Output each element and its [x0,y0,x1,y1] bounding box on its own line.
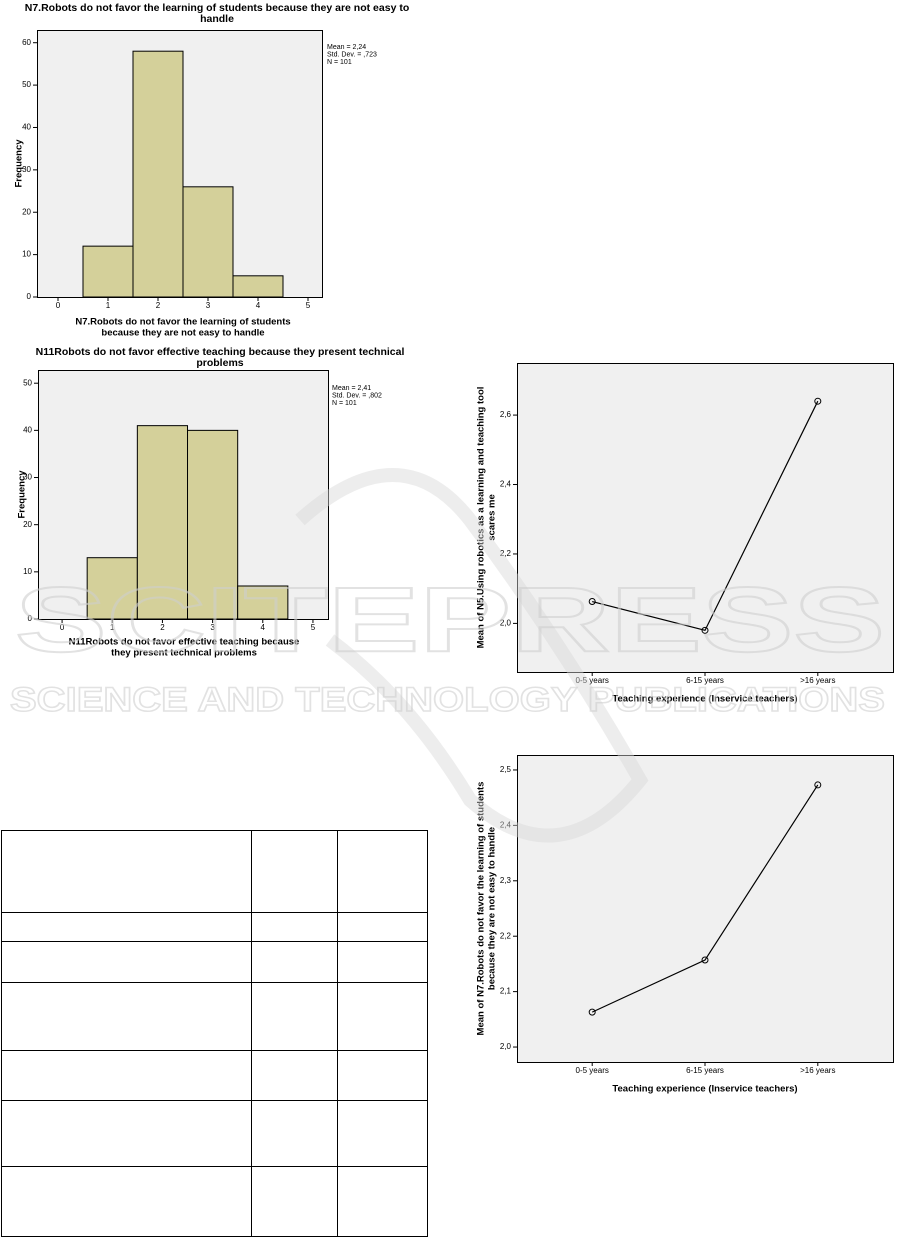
x-tick-label: 6-15 years [686,1066,724,1075]
stats-text: N = 101 [332,400,357,407]
x-tick-label: 3 [210,623,215,632]
x-axis-label: Teaching experience (Inservice teachers) [612,694,797,705]
marker [701,626,709,634]
x-axis-label: they present technical problems [111,648,257,659]
x-tick-label: 0 [60,623,65,632]
x-tick-label: 5 [311,623,316,632]
x-tick-label: 1 [110,623,115,632]
y-tick-label: 2,2 [500,549,512,558]
x-axis-label: Teaching experience (Inservice teachers) [612,1084,797,1095]
x-tick-label: 0-5 years [576,676,609,685]
y-tick-label: 0 [28,614,33,623]
y-tick-label: 20 [22,207,31,216]
empty-table [1,830,428,1237]
y-tick-label: 40 [23,425,32,434]
y-tick-label: 30 [22,165,31,174]
histogram-bar [232,275,284,298]
marker [588,1008,596,1016]
marker [701,956,709,964]
histogram-bar [132,50,184,298]
y-tick-label: 2,3 [500,876,512,885]
y-tick-label: 10 [22,250,31,259]
stats-text: Mean = 2,24 [327,44,366,51]
y-tick-label: 2,6 [500,410,512,419]
y-tick-label: 10 [23,567,32,576]
x-tick-label: 2 [156,301,161,310]
histogram-bar [136,425,189,620]
y-tick-label: 2,2 [500,931,512,940]
y-tick-label: 2,5 [500,765,512,774]
x-tick-label: 4 [261,623,266,632]
line [591,784,819,1013]
histogram-bar [82,245,134,298]
line [592,400,819,632]
y-axis-label: Frequency [17,470,28,519]
stats-text: Mean = 2,41 [332,385,371,392]
histogram-bar [182,186,234,298]
y-axis-label: Frequency [14,139,25,188]
x-tick-label: 0 [56,301,61,310]
x-tick-label: 4 [256,301,261,310]
marker [814,397,822,405]
stats-text: Std. Dev. = ,723 [327,51,377,58]
marker [814,781,822,789]
y-tick-label: 50 [23,378,32,387]
y-axis-label: because they are not easy to handle [487,827,498,990]
histogram-bar [86,557,138,620]
marker [588,598,596,606]
y-tick-label: 2,1 [500,987,512,996]
x-tick-label: 3 [206,301,211,310]
x-axis-label: because they are not easy to handle [101,328,264,339]
x-tick-label: 6-15 years [686,676,724,685]
y-tick-label: 30 [23,473,32,482]
x-axis-label: N7.Robots do not favor the learning of s… [75,317,290,328]
chart-title: handle [200,13,234,25]
y-tick-label: 0 [27,292,32,301]
y-tick-label: 2,0 [500,619,512,628]
x-tick-label: >16 years [800,1066,835,1075]
x-tick-label: 2 [160,623,165,632]
y-tick-label: 40 [22,123,31,132]
y-tick-label: 2,4 [500,480,512,489]
stats-text: Std. Dev. = ,802 [332,392,382,399]
y-tick-label: 60 [22,38,31,47]
plot-area [517,363,894,673]
x-tick-label: 1 [106,301,111,310]
y-axis-label: Mean of N7.Robots do not favor the learn… [476,782,487,1036]
y-tick-label: 20 [23,520,32,529]
stats-text: N = 101 [327,59,352,66]
chart-title: N11Robots do not favor effective teachin… [36,346,405,358]
x-tick-label: 0-5 years [576,1066,609,1075]
plot-area [517,755,894,1063]
x-axis-label: N11Robots do not favor effective teachin… [69,637,300,648]
y-tick-label: 2,4 [500,820,512,829]
chart-title: problems [196,357,243,369]
y-axis-label: scares me [487,494,498,540]
y-axis-label: Mean of N5.Using robotics as a learning … [476,387,487,649]
x-tick-label: >16 years [800,676,835,685]
chart-title: N7.Robots do not favor the learning of s… [25,2,409,14]
histogram-bar [237,585,289,620]
x-tick-label: 5 [306,301,311,310]
histogram-bar [187,429,239,620]
y-tick-label: 2,0 [500,1042,512,1051]
y-tick-label: 50 [22,80,31,89]
